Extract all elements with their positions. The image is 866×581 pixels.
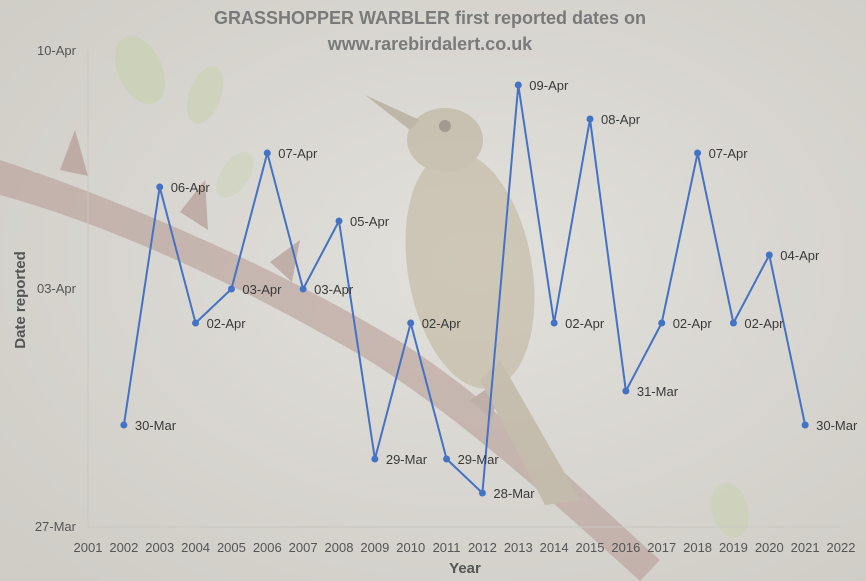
data-label: 03-Apr <box>314 282 354 297</box>
x-tick-label: 2021 <box>791 540 820 555</box>
data-point <box>729 319 737 327</box>
data-label: 30-Mar <box>135 418 177 433</box>
data-label: 02-Apr <box>422 316 462 331</box>
data-point <box>658 319 666 327</box>
x-tick-label: 2009 <box>360 540 389 555</box>
data-label: 29-Mar <box>458 452 500 467</box>
x-tick-label: 2004 <box>181 540 210 555</box>
data-label: 02-Apr <box>207 316 247 331</box>
data-point <box>227 285 235 293</box>
data-label: 31-Mar <box>637 384 679 399</box>
data-label: 29-Mar <box>386 452 428 467</box>
data-label: 04-Apr <box>780 248 820 263</box>
x-tick-label: 2020 <box>755 540 784 555</box>
x-tick-label: 2018 <box>683 540 712 555</box>
data-point <box>478 489 486 497</box>
x-tick-label: 2001 <box>74 540 103 555</box>
data-label: 07-Apr <box>278 146 318 161</box>
y-tick-label: 10-Apr <box>37 43 77 58</box>
data-point <box>299 285 307 293</box>
data-point <box>192 319 200 327</box>
series-line <box>122 84 807 494</box>
plot-area: GRASSHOPPER WARBLER first reported dates… <box>12 8 858 577</box>
x-tick-label: 2010 <box>396 540 425 555</box>
data-label: 02-Apr <box>673 316 713 331</box>
x-tick-label: 2015 <box>576 540 605 555</box>
x-tick-label: 2022 <box>827 540 856 555</box>
x-axis-title: Year <box>449 560 481 577</box>
x-tick-label: 2013 <box>504 540 533 555</box>
data-point <box>263 149 271 157</box>
x-tick-label: 2011 <box>433 540 461 555</box>
data-point <box>514 81 522 89</box>
data-point <box>371 455 379 463</box>
y-tick-label: 27-Mar <box>35 519 77 534</box>
x-tick-label: 2017 <box>647 540 676 555</box>
x-tick-label: 2005 <box>217 540 246 555</box>
background-photo <box>0 36 749 581</box>
data-point <box>765 251 773 259</box>
x-tick-label: 2002 <box>109 540 138 555</box>
data-label: 28-Mar <box>493 486 535 501</box>
x-tick-label: 2019 <box>719 540 748 555</box>
x-tick-label: 2016 <box>611 540 640 555</box>
x-tick-label: 2012 <box>468 540 497 555</box>
chart-title-line: GRASSHOPPER WARBLER first reported dates… <box>214 8 646 28</box>
x-tick-label: 2014 <box>540 540 569 555</box>
x-tick-label: 2008 <box>325 540 354 555</box>
data-label: 09-Apr <box>529 78 569 93</box>
data-label: 02-Apr <box>744 316 784 331</box>
data-label: 03-Apr <box>242 282 282 297</box>
data-point <box>443 455 451 463</box>
data-label: 30-Mar <box>816 418 858 433</box>
data-point <box>622 387 630 395</box>
y-tick-label: 03-Apr <box>37 281 77 296</box>
x-tick-label: 2003 <box>145 540 174 555</box>
data-label: 05-Apr <box>350 214 390 229</box>
data-point <box>407 319 415 327</box>
data-point <box>156 183 164 191</box>
y-axis-title: Date reported <box>12 251 29 349</box>
data-point <box>694 149 702 157</box>
data-point <box>586 115 594 123</box>
data-label: 02-Apr <box>565 316 605 331</box>
data-label: 08-Apr <box>601 112 641 127</box>
x-tick-label: 2007 <box>289 540 318 555</box>
data-point <box>801 421 809 429</box>
x-tick-label: 2006 <box>253 540 282 555</box>
data-point <box>120 421 128 429</box>
data-label: 06-Apr <box>171 180 211 195</box>
data-point <box>335 217 343 225</box>
chart-title-line: www.rarebirdalert.co.uk <box>327 34 533 54</box>
data-label: 07-Apr <box>709 146 749 161</box>
data-point <box>550 319 558 327</box>
